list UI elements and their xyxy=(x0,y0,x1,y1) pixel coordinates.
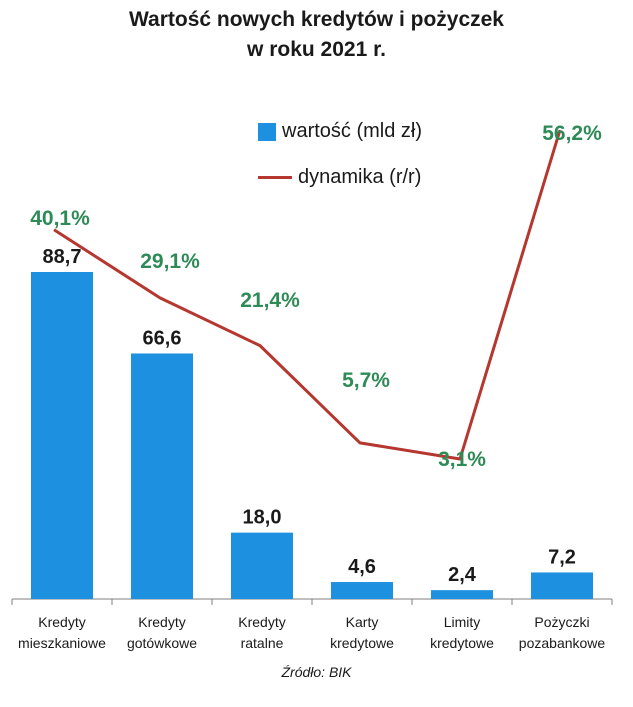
bar xyxy=(331,582,393,599)
bar xyxy=(131,353,193,599)
legend-swatch-bar xyxy=(258,122,276,141)
chart-subtitle: w roku 2021 r. xyxy=(247,38,386,61)
dynamics-value-label: 56,2% xyxy=(542,122,602,145)
bar xyxy=(231,532,293,599)
category-label: ratalne xyxy=(241,635,284,651)
category-label: kredytowe xyxy=(330,635,394,651)
bar-value-label: 18,0 xyxy=(243,507,282,529)
category-label: gotówkowe xyxy=(127,635,197,651)
category-label: kredytowe xyxy=(430,635,494,651)
category-label: Kredyty xyxy=(38,614,85,630)
category-label: Pożyczki xyxy=(534,614,589,630)
bar-value-label: 4,6 xyxy=(348,556,376,578)
source-note: Źródło: BIK xyxy=(281,664,352,680)
category-label: pozabankowe xyxy=(519,635,606,651)
category-label: mieszkaniowe xyxy=(18,635,106,651)
category-label: Kredyty xyxy=(138,614,185,630)
dynamics-value-label: 21,4% xyxy=(240,289,300,312)
category-label: Kredyty xyxy=(238,614,285,630)
bar-value-label: 66,6 xyxy=(143,327,182,349)
legend-label-bar: wartość (mld zł) xyxy=(282,120,423,142)
bar xyxy=(31,272,93,599)
dynamics-line xyxy=(53,129,562,461)
legend-item-bar: wartość (mld zł) xyxy=(258,120,422,143)
category-label: Limity xyxy=(444,614,481,630)
chart-title: Wartość nowych kredytów i pożyczek xyxy=(129,8,504,31)
bar xyxy=(431,590,493,599)
legend-swatch-line xyxy=(258,176,292,179)
dynamics-value-label: 40,1% xyxy=(30,207,90,230)
dynamics-value-label: 29,1% xyxy=(140,250,200,273)
legend-item-line: dynamika (r/r) xyxy=(258,166,421,189)
bar xyxy=(531,572,593,599)
bar-value-label: 7,2 xyxy=(548,546,576,568)
bar-value-label: 2,4 xyxy=(448,564,477,586)
category-label: Karty xyxy=(346,614,379,630)
dynamics-value-label: 3,1% xyxy=(438,448,486,471)
legend-label-line: dynamika (r/r) xyxy=(298,166,422,188)
bar-value-label: 88,7 xyxy=(43,246,82,268)
dynamics-value-label: 5,7% xyxy=(342,369,390,392)
